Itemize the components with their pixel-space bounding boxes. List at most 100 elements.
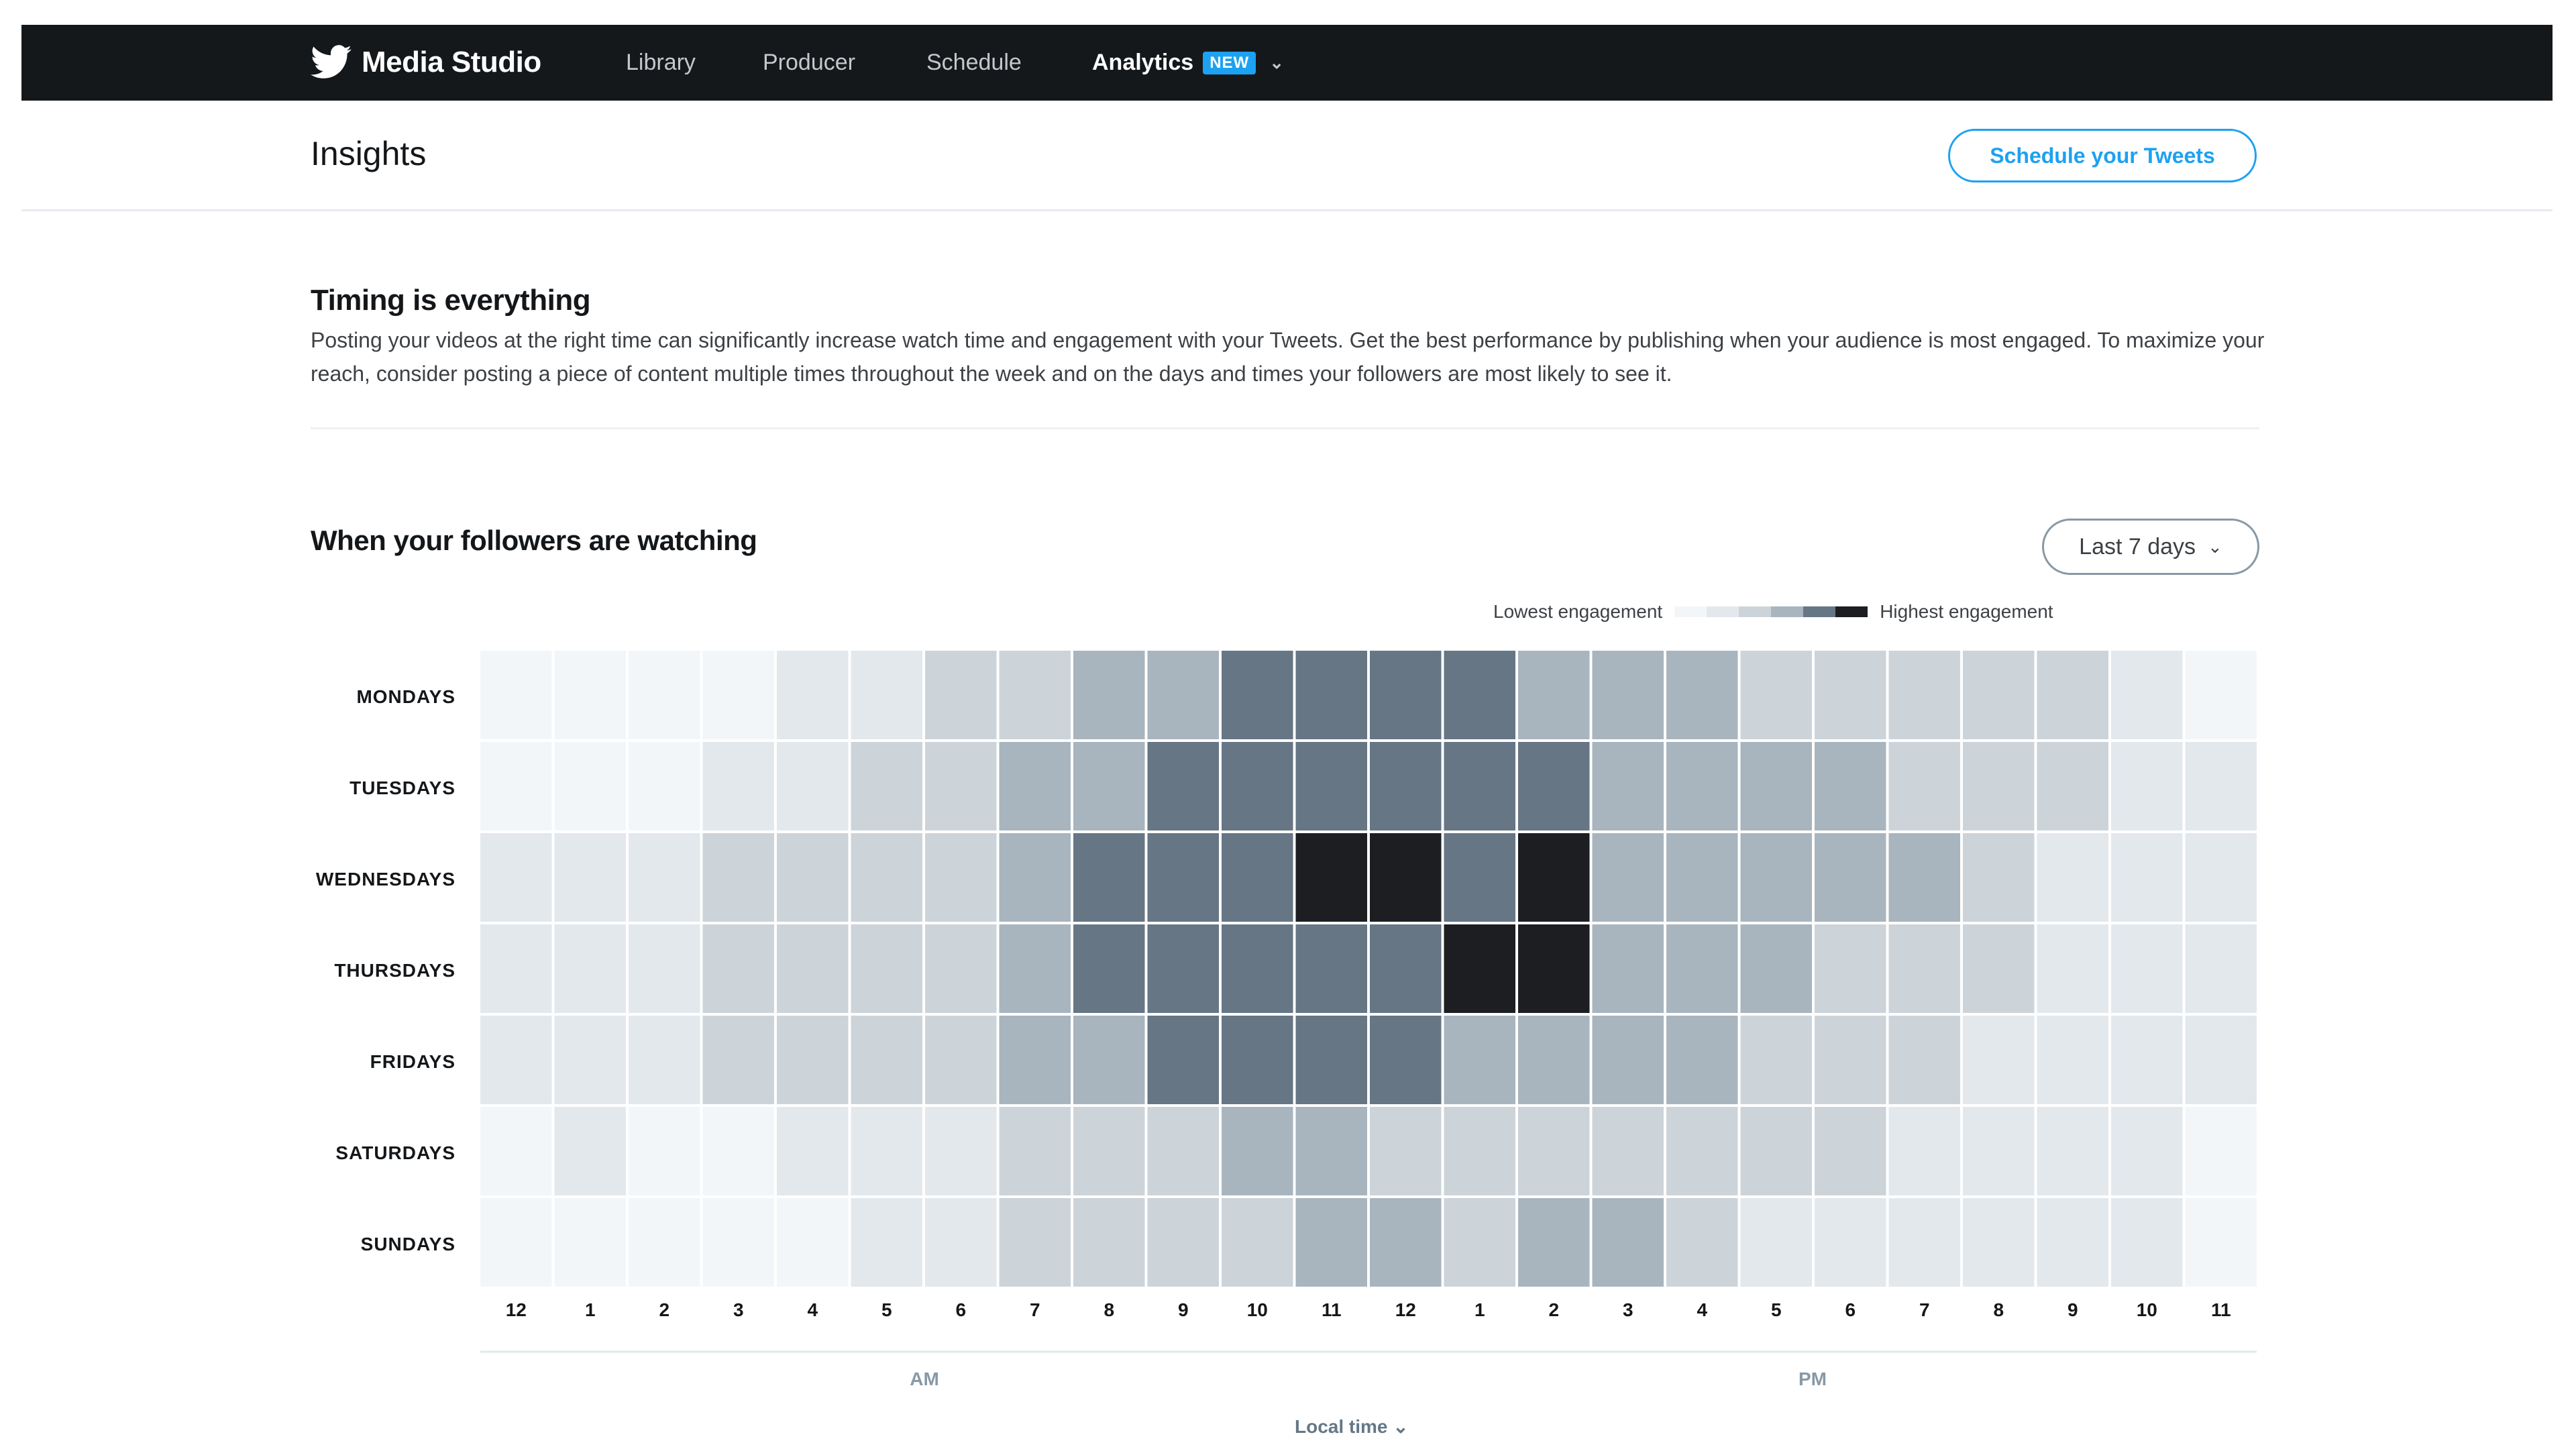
heatmap-cell xyxy=(1666,1198,1738,1287)
nav-library[interactable]: Library xyxy=(626,50,696,75)
heatmap-cell xyxy=(480,924,552,1013)
heatmap-cell xyxy=(629,1016,700,1104)
local-time-toggle[interactable]: Local time ⌄ xyxy=(1295,1415,1409,1438)
legend-swatch xyxy=(1707,606,1739,617)
date-range-select[interactable]: Last 7 days ⌄ xyxy=(2042,519,2259,575)
intro-title: Timing is everything xyxy=(311,284,591,317)
heatmap-cell xyxy=(1295,1107,1367,1195)
hour-label: 11 xyxy=(2211,1299,2231,1320)
day-label: SATURDAYS xyxy=(335,1142,455,1163)
heatmap-cell xyxy=(1592,924,1664,1013)
heatmap-cell xyxy=(1073,1107,1145,1195)
heatmap-cell xyxy=(1963,1198,2035,1287)
heatmap-cell xyxy=(1740,924,1812,1013)
heatmap-cell xyxy=(1740,833,1812,922)
heatmap-cell xyxy=(999,833,1071,922)
heatmap-cell xyxy=(702,1198,774,1287)
heatmap-cell xyxy=(2185,651,2257,739)
heatmap-cell xyxy=(1295,924,1367,1013)
heatmap-cell xyxy=(851,1107,922,1195)
heatmap-cell xyxy=(1073,742,1145,830)
heatmap-cell xyxy=(1222,924,1293,1013)
heatmap-cell xyxy=(1370,1198,1442,1287)
heatmap-cell xyxy=(702,833,774,922)
intro-description: Posting your videos at the right time ca… xyxy=(311,328,2265,386)
hour-label: 6 xyxy=(1845,1299,1856,1320)
top-nav-bar: Media Studio Library Producer Schedule A… xyxy=(21,25,2553,101)
heatmap-cell xyxy=(1518,833,1590,922)
heatmap-cell xyxy=(2037,1198,2108,1287)
heatmap-cell xyxy=(480,833,552,922)
legend-swatch xyxy=(1739,606,1772,617)
heatmap-cell xyxy=(1370,651,1442,739)
heatmap-cell xyxy=(1444,1107,1515,1195)
heatmap-cell xyxy=(925,1107,997,1195)
hour-label: 5 xyxy=(1771,1299,1782,1320)
heatmap-cell xyxy=(1518,1198,1590,1287)
heatmap-cell xyxy=(1222,1016,1293,1104)
hour-label: 1 xyxy=(1474,1299,1485,1320)
section-divider xyxy=(311,427,2259,429)
heatmap-cell xyxy=(2111,833,2183,922)
heatmap-cell xyxy=(1147,742,1219,830)
hour-label: 2 xyxy=(1549,1299,1560,1320)
heatmap-cell xyxy=(1370,1016,1442,1104)
heatmap-cell xyxy=(1592,742,1664,830)
heatmap-cell xyxy=(480,651,552,739)
heatmap-cell xyxy=(999,1107,1071,1195)
heatmap-cell xyxy=(1815,833,1886,922)
heatmap-cell xyxy=(1740,1198,1812,1287)
heatmap-cell xyxy=(1963,651,2035,739)
heatmap-cell xyxy=(1147,1198,1219,1287)
ampm-label: AM xyxy=(910,1368,939,1389)
heatmap-cell xyxy=(702,1107,774,1195)
heatmap-cell xyxy=(1666,651,1738,739)
page-header: Insights Schedule your Tweets xyxy=(21,101,2553,211)
heatmap-cell xyxy=(480,1198,552,1287)
hour-label: 1 xyxy=(585,1299,596,1320)
heatmap-cell xyxy=(1963,833,2035,922)
nav-producer[interactable]: Producer xyxy=(763,50,855,75)
heatmap-cell xyxy=(925,924,997,1013)
heatmap-cell xyxy=(1518,651,1590,739)
heatmap-cell xyxy=(1963,1107,2035,1195)
heatmap-cell xyxy=(2185,1016,2257,1104)
hour-label: 7 xyxy=(1919,1299,1930,1320)
chevron-down-icon: ⌄ xyxy=(1269,52,1284,72)
heatmap-cell xyxy=(999,924,1071,1013)
heatmap-cell xyxy=(1592,1107,1664,1195)
heatmap-cell xyxy=(1518,1016,1590,1104)
heatmap-cell xyxy=(1147,651,1219,739)
heatmap-cell xyxy=(1518,1107,1590,1195)
heatmap-cell xyxy=(629,742,700,830)
heatmap-cell xyxy=(1222,833,1293,922)
schedule-tweets-button[interactable]: Schedule your Tweets xyxy=(1948,129,2257,182)
twitter-bird-icon xyxy=(311,45,352,78)
heatmap-cell xyxy=(925,651,997,739)
heatmap-cell xyxy=(554,1107,626,1195)
chevron-down-icon: ⌄ xyxy=(2208,536,2222,557)
heatmap-cell xyxy=(554,1016,626,1104)
brand[interactable]: Media Studio xyxy=(311,41,541,84)
heatmap-cell xyxy=(480,1107,552,1195)
heatmap-cell xyxy=(554,1198,626,1287)
hour-label: 12 xyxy=(506,1299,527,1320)
heatmap-cell xyxy=(1815,1016,1886,1104)
heatmap-cell xyxy=(851,651,922,739)
heatmap-cell xyxy=(1740,1016,1812,1104)
heatmap-cell xyxy=(629,1198,700,1287)
nav-analytics[interactable]: Analytics NEW ⌄ xyxy=(1092,25,1284,101)
heatmap-cell xyxy=(1444,1198,1515,1287)
hour-label: 6 xyxy=(956,1299,967,1320)
legend-swatch xyxy=(1803,606,1836,617)
nav-schedule[interactable]: Schedule xyxy=(926,50,1022,75)
hour-label: 8 xyxy=(1994,1299,2004,1320)
heatmap-cell xyxy=(777,833,849,922)
hour-label: 7 xyxy=(1030,1299,1040,1320)
heatmap-cell xyxy=(1666,1016,1738,1104)
heatmap-cell xyxy=(1888,1107,1960,1195)
heatmap-cell xyxy=(554,833,626,922)
heatmap-cell xyxy=(1222,1198,1293,1287)
heatmap-cell xyxy=(1888,651,1960,739)
heatmap-cell xyxy=(1518,742,1590,830)
